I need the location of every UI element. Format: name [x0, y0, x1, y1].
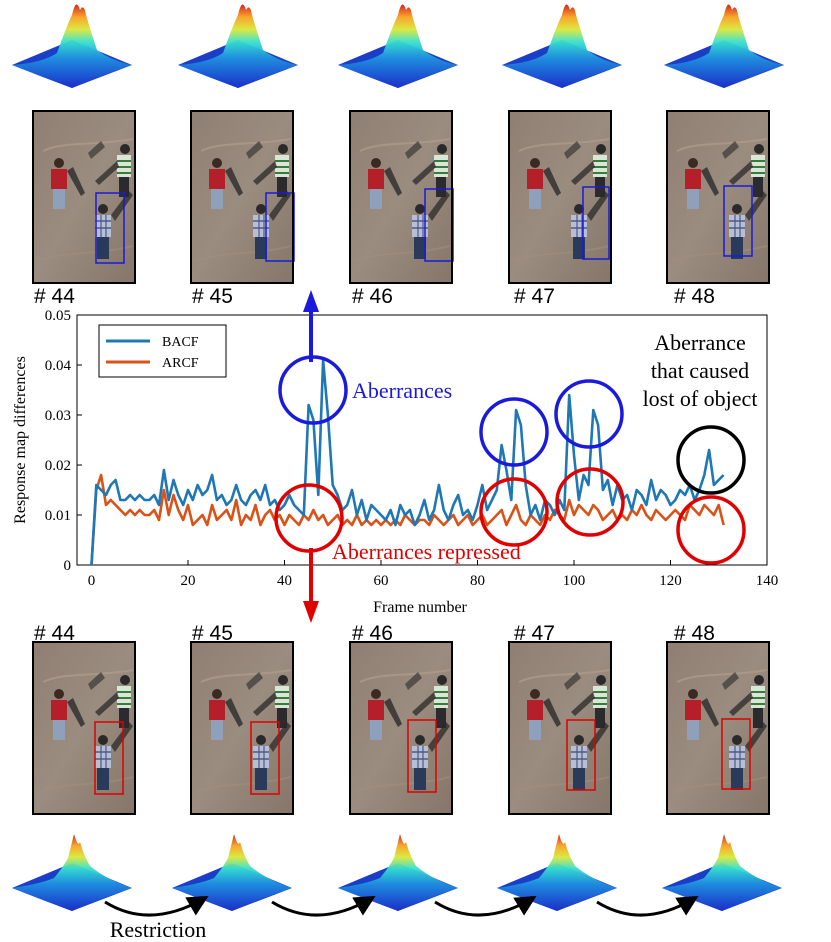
legend-label-bacf: BACF [162, 335, 199, 350]
repressed-circle-red [479, 477, 549, 547]
response-surface-bottom-47 [497, 834, 617, 911]
frame-label-top: # 45 [192, 285, 233, 308]
frame-border [349, 110, 453, 284]
legend-label-arcf: ARCF [162, 356, 199, 371]
bottom-frame-44 [32, 641, 136, 815]
annotation-lost-line2: that caused [651, 358, 749, 383]
x-tick-label: 40 [277, 573, 292, 589]
frame-border [32, 641, 136, 815]
aberrance-circle-blue [554, 379, 624, 449]
y-tick-label: 0 [64, 558, 72, 574]
x-tick-label: 20 [180, 573, 195, 589]
restriction-arrow [596, 895, 699, 917]
frame-label-bottom: # 46 [352, 622, 393, 645]
annotation-lost-line3: lost of object [643, 386, 758, 411]
y-tick-label: 0.01 [45, 508, 71, 524]
frame-label-top: # 46 [352, 285, 393, 308]
y-tick-label: 0.02 [45, 458, 71, 474]
response-surface-top-44 [12, 4, 132, 89]
y-tick-label: 0.03 [45, 408, 71, 424]
tracking-box-bacf [95, 192, 125, 264]
response-surface-bottom-46 [338, 834, 458, 911]
bottom-response-maps [12, 834, 782, 911]
frame-border [508, 641, 612, 815]
frame-label-bottom: # 45 [192, 622, 233, 645]
bottom-frames [32, 641, 770, 815]
repressed-circle-red [555, 467, 625, 537]
tracking-box-arcf [407, 719, 437, 793]
response-surface-top-47 [502, 4, 622, 89]
restriction-arrows [104, 895, 699, 917]
x-axis: 0 20 40 60 80 100 120 140 [88, 560, 779, 589]
repressed-circle-red [676, 495, 746, 565]
bottom-frame-48 [666, 641, 770, 815]
x-tick-label: 100 [563, 573, 586, 589]
x-tick-label: 80 [470, 573, 485, 589]
tracking-box-arcf [250, 721, 280, 795]
frame-border [190, 641, 294, 815]
frame-label-top: # 48 [674, 285, 715, 308]
x-axis-label: Frame number [373, 599, 467, 616]
top-frames [32, 110, 770, 284]
y-axis-label: Response map differences [12, 356, 29, 524]
lost-object-circle [676, 425, 746, 495]
response-surface-top-48 [664, 4, 784, 89]
top-frame-48 [666, 110, 770, 284]
frame-label-top: # 47 [514, 285, 555, 308]
tracking-box-bacf [582, 186, 610, 260]
frame-border [349, 641, 453, 815]
aberrance-circle-blue [479, 397, 549, 467]
line-chart: 0 20 40 60 80 100 120 140 0 0.01 0.02 0.03 0.04 0.05… [12, 308, 778, 616]
top-frame-45 [190, 110, 295, 284]
x-tick-label: 60 [373, 573, 388, 589]
restriction-arrow [271, 895, 376, 917]
y-tick-label: 0.04 [45, 358, 72, 374]
blue-up-arrow [303, 290, 319, 362]
frame-border [666, 641, 770, 815]
annotation-repressed: Aberrances repressed [332, 539, 521, 564]
bottom-frame-47 [508, 641, 612, 815]
top-frame-44 [32, 110, 136, 284]
x-tick-label: 120 [659, 573, 682, 589]
tracking-box-arcf [94, 721, 124, 795]
response-surface-bottom-44 [12, 834, 132, 911]
legend-box [98, 324, 227, 378]
tracking-box-arcf [721, 718, 751, 790]
frame-label-top: # 44 [34, 285, 75, 308]
frame-label-bottom: # 44 [34, 622, 75, 645]
annotation-lost-line1: Aberrance [654, 330, 746, 355]
annotation-aberrances: Aberrances [352, 378, 452, 403]
frame-label-bottom: # 48 [674, 622, 715, 645]
tracking-box-bacf [723, 185, 753, 257]
frame-label-bottom: # 47 [514, 622, 555, 645]
response-surface-bottom-45 [172, 834, 292, 911]
top-frame-46 [349, 110, 454, 284]
response-surface-top-45 [178, 4, 298, 89]
x-tick-label: 0 [88, 573, 96, 589]
top-response-maps [12, 4, 784, 89]
response-surface-top-46 [338, 4, 458, 89]
response-surface-bottom-48 [662, 834, 782, 911]
bottom-frame-45 [190, 641, 294, 815]
x-tick-label: 140 [756, 573, 779, 589]
y-tick-label: 0.05 [45, 308, 71, 324]
frame-border [32, 110, 136, 284]
frame-border [190, 110, 294, 284]
y-axis: 0 0.01 0.02 0.03 0.04 0.05 [45, 308, 82, 574]
top-frame-47 [508, 110, 612, 284]
legend: BACF ARCF [98, 324, 227, 378]
restriction-arrow [434, 895, 537, 917]
bottom-frame-46 [349, 641, 453, 815]
red-down-arrow [303, 548, 319, 623]
frame-border [508, 110, 612, 284]
restriction-arrow [104, 895, 209, 917]
restriction-label: Restriction [110, 917, 207, 942]
tracking-box-arcf [566, 719, 596, 791]
frame-border [666, 110, 770, 284]
